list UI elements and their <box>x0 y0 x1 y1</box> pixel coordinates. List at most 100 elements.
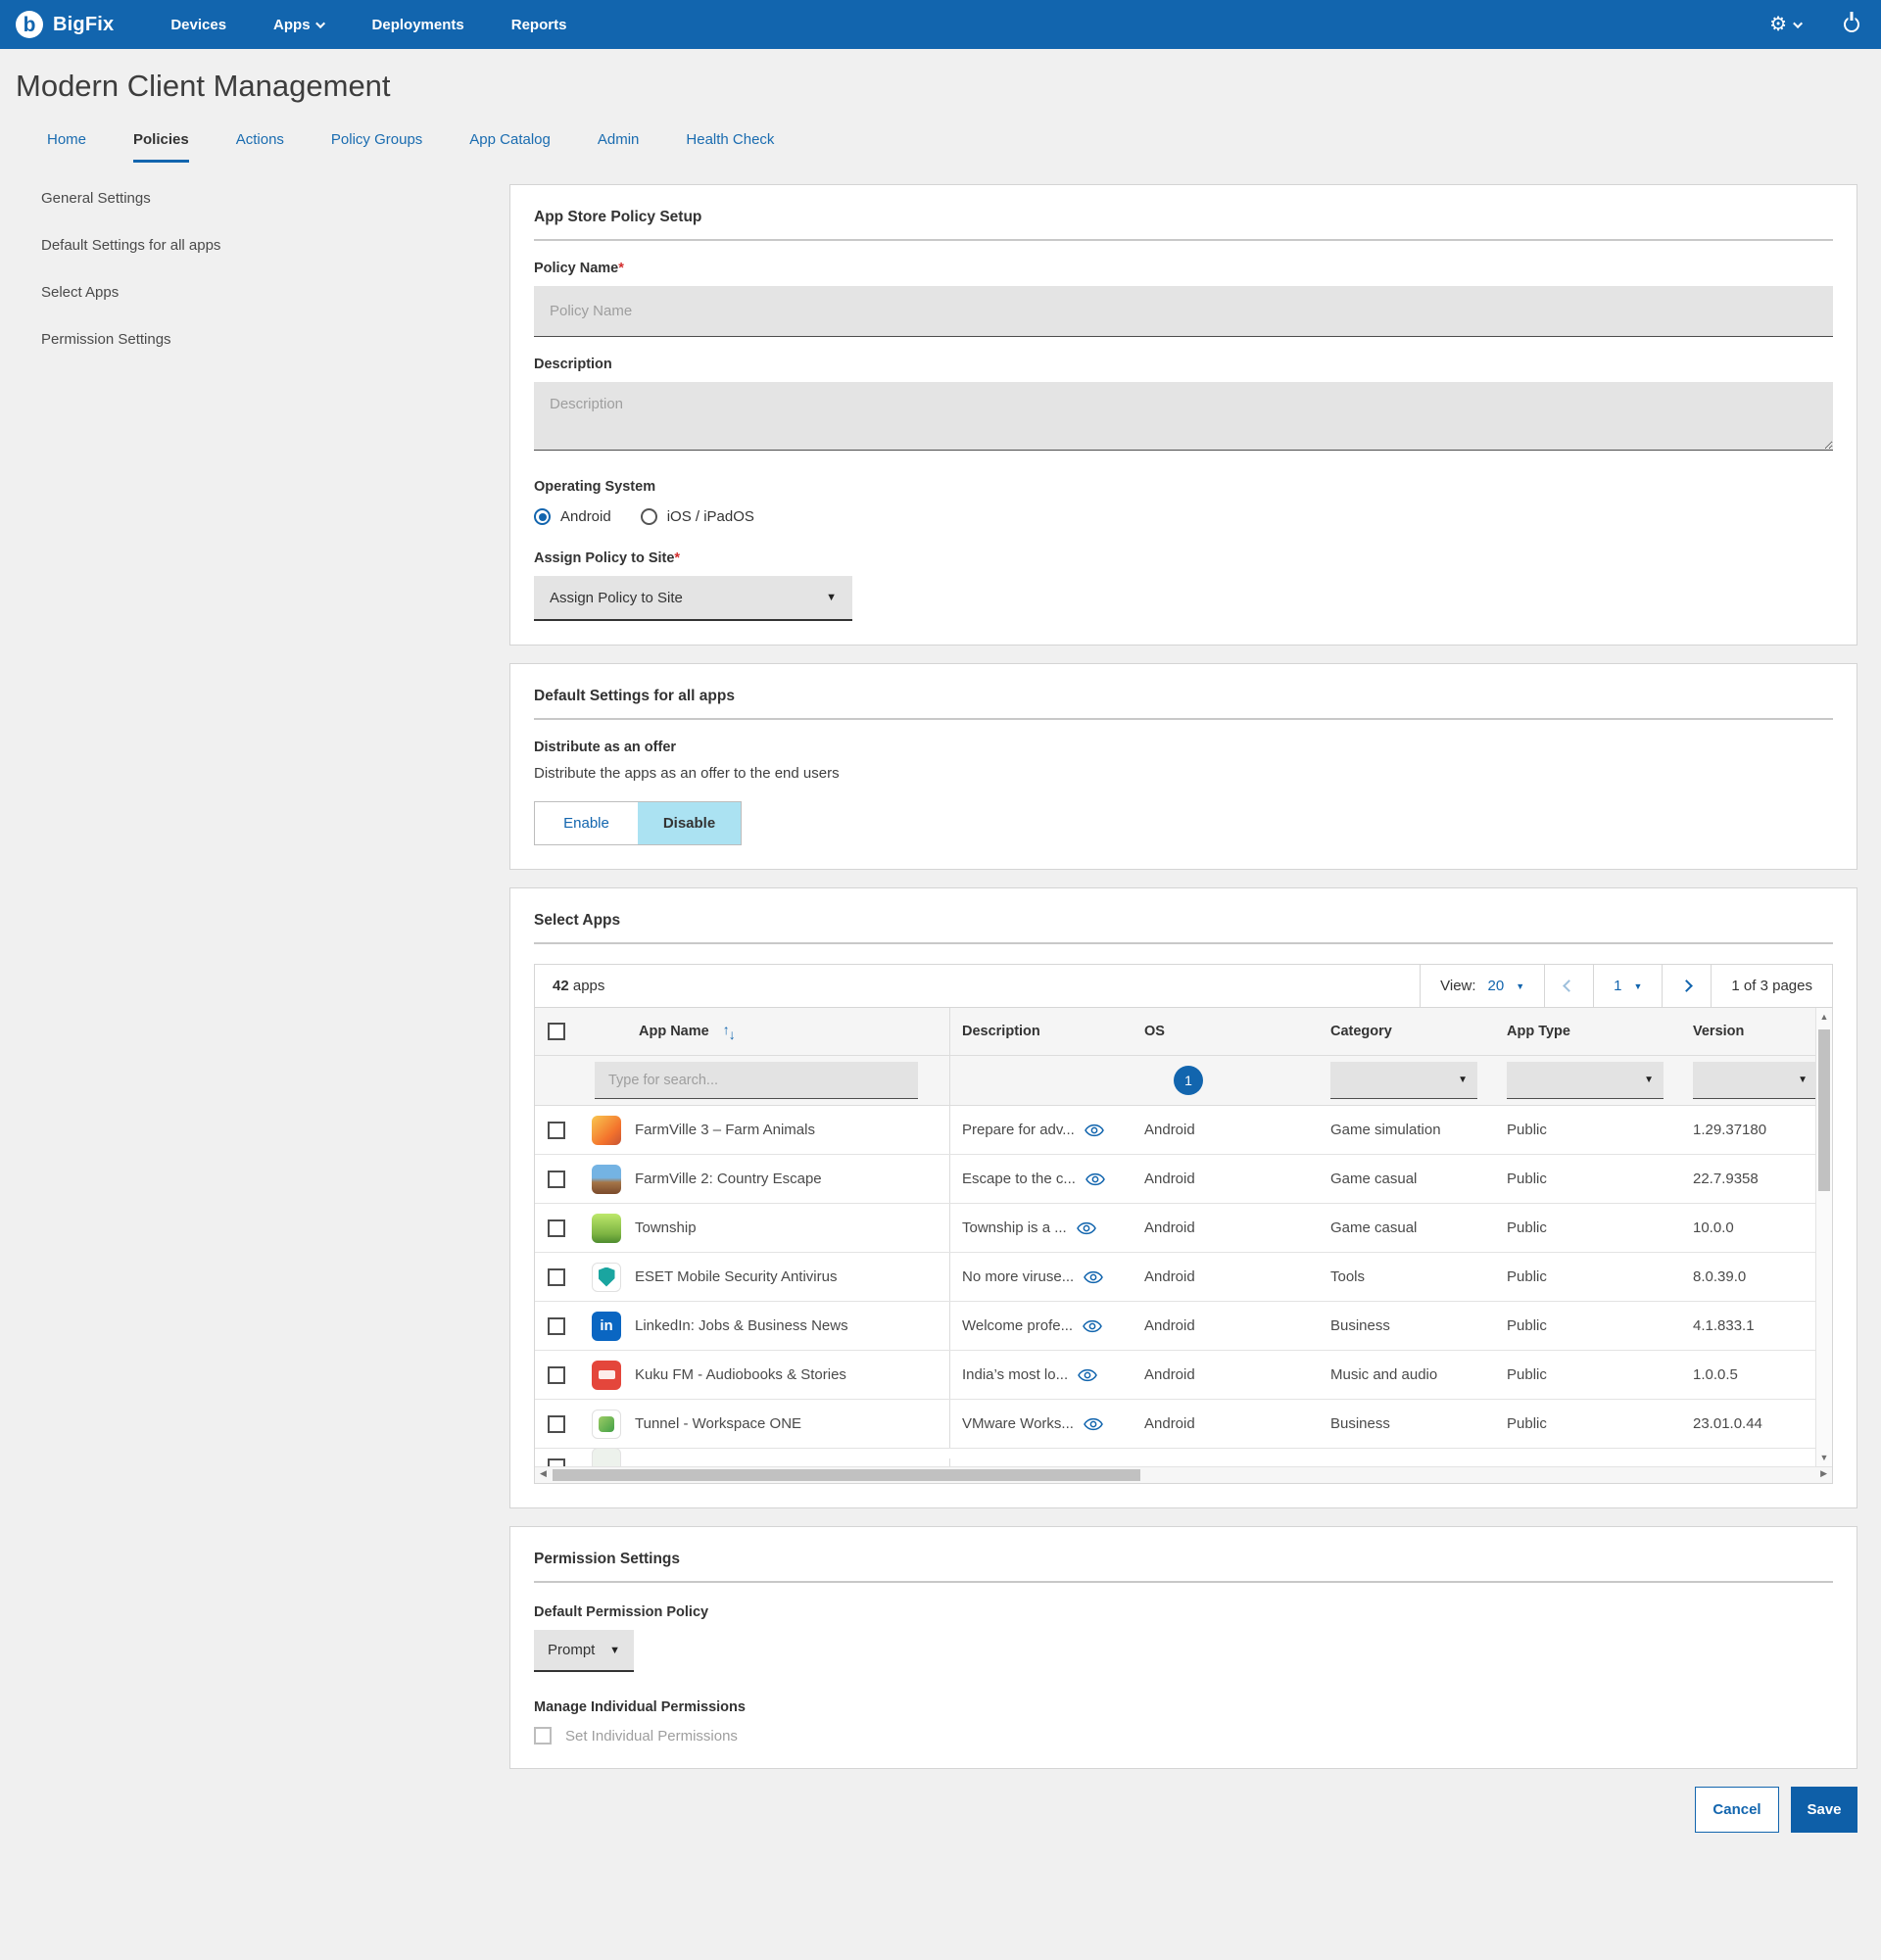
view-description-icon[interactable] <box>1083 1319 1102 1333</box>
app-description: Welcome profe... <box>962 1317 1074 1334</box>
current-page-value[interactable]: 1 <box>1614 978 1622 994</box>
app-name: FarmVille 2: Country Escape <box>635 1171 822 1187</box>
view-description-icon[interactable] <box>1084 1417 1103 1431</box>
description-input[interactable] <box>534 382 1833 451</box>
table-row: Kuku FM - Audiobooks & Stories India’s m… <box>535 1351 1815 1400</box>
enable-button[interactable]: Enable <box>535 802 638 844</box>
tab-admin[interactable]: Admin <box>597 131 640 148</box>
table-info-bar: 42 apps View: 20 ▼ 1 ▼ <box>535 965 1832 1008</box>
view-description-icon[interactable] <box>1084 1123 1104 1137</box>
farmville3-icon <box>592 1115 621 1145</box>
radio-ios-ipados[interactable]: iOS / iPadOS <box>640 508 754 525</box>
view-description-icon[interactable] <box>1078 1368 1097 1382</box>
tab-actions[interactable]: Actions <box>235 131 284 148</box>
next-page-button[interactable] <box>1662 965 1711 1007</box>
tab-policies[interactable]: Policies <box>133 123 189 163</box>
app-name-search-input[interactable] <box>595 1062 918 1099</box>
prev-page-button[interactable] <box>1544 965 1593 1007</box>
chevron-right-icon <box>1680 980 1694 992</box>
dropdown-arrow-icon: ▼ <box>1458 1075 1468 1085</box>
row-checkbox[interactable] <box>548 1219 565 1237</box>
sort-icon[interactable]: ↑ ↓ <box>722 1021 736 1042</box>
scroll-left-icon[interactable]: ◀ <box>540 1468 547 1478</box>
sidebar-item-permission-settings[interactable]: Permission Settings <box>41 331 171 348</box>
version-filter-select[interactable]: ▼ <box>1693 1062 1817 1099</box>
cancel-button[interactable]: Cancel <box>1695 1787 1779 1833</box>
nav-deployments[interactable]: Deployments <box>371 16 464 33</box>
sidebar-item-general-settings[interactable]: General Settings <box>41 190 151 207</box>
view-description-icon[interactable] <box>1084 1270 1104 1284</box>
default-permission-policy-label: Default Permission Policy <box>534 1604 709 1620</box>
category-filter-select[interactable]: ▼ <box>1330 1062 1477 1099</box>
nav-reports[interactable]: Reports <box>510 16 567 33</box>
page-title: Modern Client Management <box>16 69 391 103</box>
assign-site-label: Assign Policy to Site* <box>534 550 681 566</box>
panel-default-settings: Default Settings for all apps Distribute… <box>509 663 1857 870</box>
set-individual-permissions-checkbox[interactable] <box>534 1727 552 1745</box>
app-type: Public <box>1507 1122 1547 1138</box>
app-category: Tools <box>1330 1268 1366 1285</box>
horizontal-scrollbar-thumb[interactable] <box>553 1469 1140 1481</box>
page-size-dropdown-icon[interactable]: ▼ <box>1516 980 1525 991</box>
sidebar-item-default-settings[interactable]: Default Settings for all apps <box>41 237 221 254</box>
nav-apps[interactable]: Apps <box>273 17 325 33</box>
row-checkbox[interactable] <box>548 1267 565 1286</box>
vertical-scrollbar-thumb[interactable] <box>1818 1029 1830 1191</box>
farmville2-icon <box>592 1164 621 1194</box>
row-checkbox[interactable] <box>548 1414 565 1433</box>
policy-name-input[interactable] <box>534 286 1833 337</box>
tab-app-catalog[interactable]: App Catalog <box>469 131 551 148</box>
app-name: LinkedIn: Jobs & Business News <box>635 1317 848 1334</box>
os-filter-count-badge[interactable]: 1 <box>1174 1066 1203 1095</box>
disable-button[interactable]: Disable <box>638 802 741 844</box>
page-size-value[interactable]: 20 <box>1487 978 1505 994</box>
tab-health-check[interactable]: Health Check <box>686 131 775 148</box>
app-version: 23.01.0.44 <box>1693 1415 1762 1432</box>
page-dropdown-icon[interactable]: ▼ <box>1633 980 1643 991</box>
table-body: FarmVille 3 – Farm Animals Prepare for a… <box>535 1106 1815 1466</box>
radio-android[interactable]: Android <box>534 508 611 525</box>
tab-home[interactable]: Home <box>47 131 87 148</box>
settings-menu[interactable]: ⚙ <box>1769 15 1804 34</box>
default-permission-policy-dropdown[interactable]: Prompt ▼ <box>534 1630 634 1672</box>
app-description: India’s most lo... <box>962 1366 1069 1383</box>
app-name: FarmVille 3 – Farm Animals <box>635 1122 815 1138</box>
set-individual-permissions-option: Set Individual Permissions <box>534 1727 1833 1745</box>
tab-policy-groups[interactable]: Policy Groups <box>330 131 423 148</box>
row-checkbox[interactable] <box>548 1170 565 1188</box>
nav-devices[interactable]: Devices <box>170 16 227 33</box>
row-checkbox[interactable] <box>548 1365 565 1384</box>
tunnel-icon <box>592 1409 621 1439</box>
app-name: ESET Mobile Security Antivirus <box>635 1268 838 1285</box>
scroll-right-icon[interactable]: ▶ <box>1820 1468 1827 1478</box>
app-type: Public <box>1507 1219 1547 1236</box>
scroll-up-icon[interactable]: ▲ <box>1819 1012 1829 1022</box>
row-checkbox[interactable] <box>548 1458 565 1466</box>
row-checkbox[interactable] <box>548 1316 565 1335</box>
app-os: Android <box>1144 1219 1195 1236</box>
panel-policy-setup: App Store Policy Setup Policy Name* Desc… <box>509 184 1857 645</box>
sidebar-item-select-apps[interactable]: Select Apps <box>41 284 120 301</box>
app-type: Public <box>1507 1366 1547 1383</box>
app-category: Game casual <box>1330 1171 1418 1187</box>
view-description-icon[interactable] <box>1076 1221 1096 1235</box>
brand[interactable]: b BigFix <box>16 11 114 38</box>
horizontal-scrollbar[interactable]: ◀ ▶ <box>535 1466 1832 1483</box>
select-all-checkbox[interactable] <box>548 1023 565 1040</box>
power-icon[interactable] <box>1844 17 1859 32</box>
table-row: FarmVille 2: Country Escape Escape to th… <box>535 1155 1815 1204</box>
assign-site-dropdown[interactable]: Assign Policy to Site ▼ <box>534 576 852 621</box>
topbar-actions: ⚙ <box>1769 15 1859 34</box>
scroll-down-icon[interactable]: ▼ <box>1819 1453 1829 1462</box>
pagination: View: 20 ▼ 1 ▼ <box>1420 965 1832 1007</box>
kukufm-icon <box>592 1360 621 1390</box>
app-os: Android <box>1144 1366 1195 1383</box>
pages-indicator: 1 of 3 pages <box>1711 965 1832 1007</box>
app-type-filter-select[interactable]: ▼ <box>1507 1062 1664 1099</box>
save-button[interactable]: Save <box>1791 1787 1857 1833</box>
app-type: Public <box>1507 1268 1547 1285</box>
view-description-icon[interactable] <box>1085 1172 1105 1186</box>
row-checkbox[interactable] <box>548 1121 565 1139</box>
table-row <box>535 1449 1815 1466</box>
vertical-scrollbar[interactable]: ▲ ▼ <box>1815 1008 1832 1466</box>
